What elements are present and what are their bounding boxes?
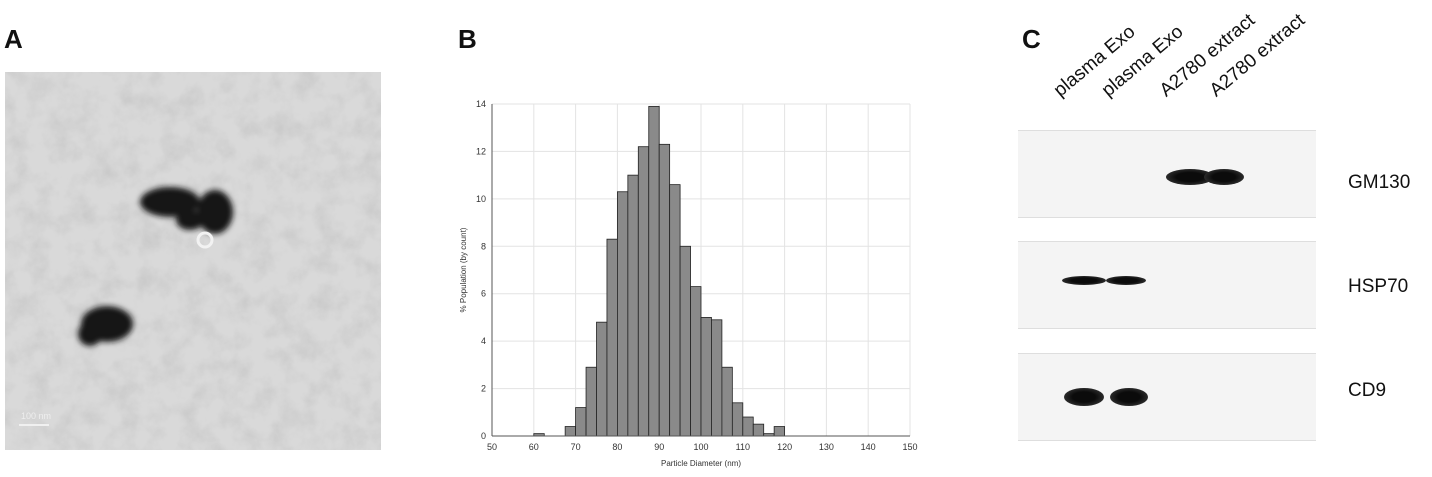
x-tick-label-0: 50 [487, 442, 497, 452]
x-tick-label-5: 100 [693, 442, 708, 452]
blot-strip-cd9 [1018, 353, 1316, 441]
band-gm130-lane4 [1204, 169, 1244, 185]
western-blot: plasma Exo plasma Exo A2780 extract A278… [1012, 0, 1432, 473]
y-tick-label-6: 12 [476, 146, 486, 156]
x-tick-label-6: 110 [736, 442, 750, 452]
band-cd9-lane1 [1064, 388, 1104, 406]
y-tick-label-3: 6 [481, 289, 486, 299]
histogram-svg: 50 60 70 80 90 100 110 120 130 140 15002468101214 … [459, 99, 918, 468]
x-tick-label-2: 70 [571, 442, 581, 452]
x-tick-label-10: 150 [902, 442, 917, 452]
y-tick-label-1: 2 [481, 384, 486, 394]
histogram-bar-12 [679, 245, 691, 437]
histogram-bar-7 [627, 174, 639, 437]
histogram-bar-3 [585, 366, 597, 437]
histogram-bar-15 [711, 319, 723, 437]
y-tick-label-2: 4 [481, 336, 486, 346]
bars [533, 105, 785, 437]
marker-label-cd9: CD9 [1348, 380, 1387, 401]
histogram-bar-14 [700, 317, 712, 437]
x-axis-label: Particle Diameter (nm) [661, 459, 741, 468]
histogram-bar-9 [648, 105, 660, 437]
panel-label-a: A [4, 24, 23, 54]
y-tick-label-0: 0 [481, 431, 486, 441]
histogram-bar-6 [616, 191, 629, 437]
band-hsp70-lane1 [1062, 276, 1106, 285]
histogram-bar-21 [773, 426, 785, 437]
panel-label-b: B [458, 24, 477, 54]
marker-label-gm130: GM130 [1348, 172, 1411, 193]
band-cd9-lane2 [1110, 388, 1148, 406]
histogram-bar-8 [637, 146, 650, 437]
histogram-bar-19 [752, 423, 765, 437]
panel-label-c: C [1022, 24, 1041, 54]
x-tick-label-9: 140 [861, 442, 876, 452]
histogram-bar-10 [658, 143, 671, 437]
tem-micrograph: 100 nm [5, 72, 381, 450]
histogram-bar-13 [690, 286, 702, 437]
band-gm130-lane3 [1166, 169, 1214, 185]
size-distribution-histogram: 50 60 70 80 90 100 110 120 130 140 150 0 2 4 6 8 10 12 14 … [452, 92, 932, 477]
histogram-bar-1 [564, 426, 577, 437]
histogram-bar-11 [669, 184, 681, 437]
x-tick-label-4: 90 [654, 442, 664, 452]
x-tick-label-3: 80 [612, 442, 622, 452]
scale-bar-label: 100 nm [21, 411, 51, 421]
blot-strip-hsp70 [1018, 241, 1316, 329]
marker-label-hsp70: HSP70 [1348, 276, 1409, 297]
y-axis-label: % Population (by count) [459, 227, 468, 312]
x-tick-label-8: 130 [819, 442, 834, 452]
histogram-bar-4 [596, 321, 608, 437]
x-tick-label-7: 120 [777, 442, 792, 452]
histogram-bar-16 [721, 366, 733, 437]
y-tick-label-5: 10 [476, 194, 486, 204]
histogram-bar-2 [575, 407, 587, 437]
histogram-bar-5 [606, 238, 618, 437]
x-tick-label-1: 60 [529, 442, 539, 452]
y-tick-label-4: 8 [481, 241, 486, 251]
histogram-bar-17 [731, 402, 744, 437]
axes: 50 60 70 80 90 100 110 120 130 140 150 0 2 4 6 8 10 12 14 [476, 99, 918, 452]
blot-strip-gm130 [1018, 130, 1316, 218]
y-tick-label-7: 14 [476, 99, 486, 109]
histogram-bar-18 [742, 416, 754, 437]
vesicle-clusters [78, 187, 233, 346]
band-hsp70-lane2 [1106, 276, 1146, 285]
exosome-vesicle [196, 231, 214, 249]
